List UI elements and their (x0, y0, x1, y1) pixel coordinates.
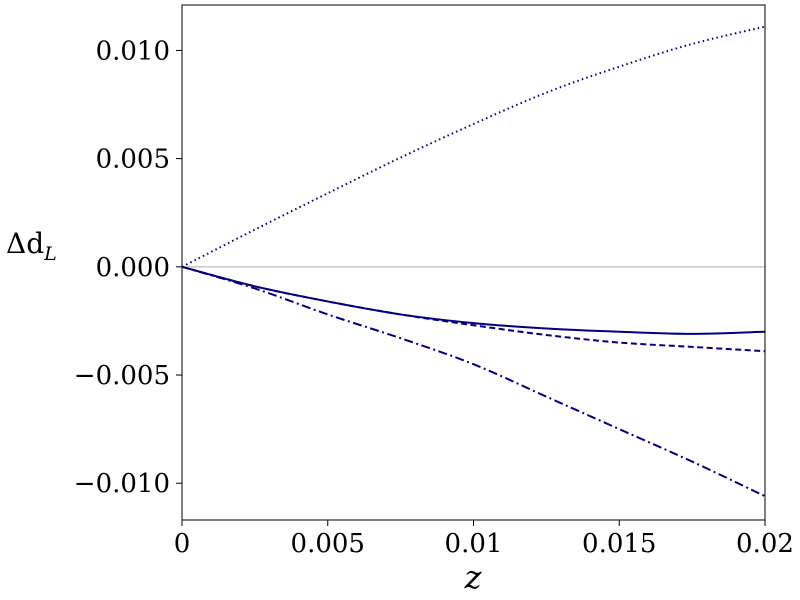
series-line-dotted (181, 25, 766, 268)
y-tick-label: 0.005 (96, 145, 170, 175)
y-axis-title-subscript: L (43, 243, 57, 265)
series-line-dashdot (181, 265, 766, 498)
series-layer (181, 25, 766, 498)
x-tick-label: 0.015 (582, 529, 656, 559)
x-axis-title: z (464, 558, 483, 596)
x-axis: 0 0.005 0.01 0.015 0.02 (174, 520, 794, 559)
y-axis: 0.010 0.005 0.000 −0.005 −0.010 (74, 36, 182, 499)
x-tick-label: 0 (174, 529, 191, 559)
series-line-solid (181, 265, 766, 335)
y-tick-label: 0.010 (96, 36, 170, 66)
x-tick-label: 0.01 (445, 529, 503, 559)
y-tick-label: 0.000 (96, 253, 170, 283)
y-tick-label: −0.005 (74, 361, 170, 391)
x-tick-label: 0.005 (291, 529, 365, 559)
y-tick-label: −0.010 (74, 469, 170, 499)
y-axis-title-prefix: Δd (6, 227, 44, 260)
x-tick-label: 0.02 (736, 529, 794, 559)
y-axis-title: ΔdL (6, 227, 57, 265)
plot-frame (181, 4, 766, 521)
series-line-dashed (181, 265, 766, 353)
